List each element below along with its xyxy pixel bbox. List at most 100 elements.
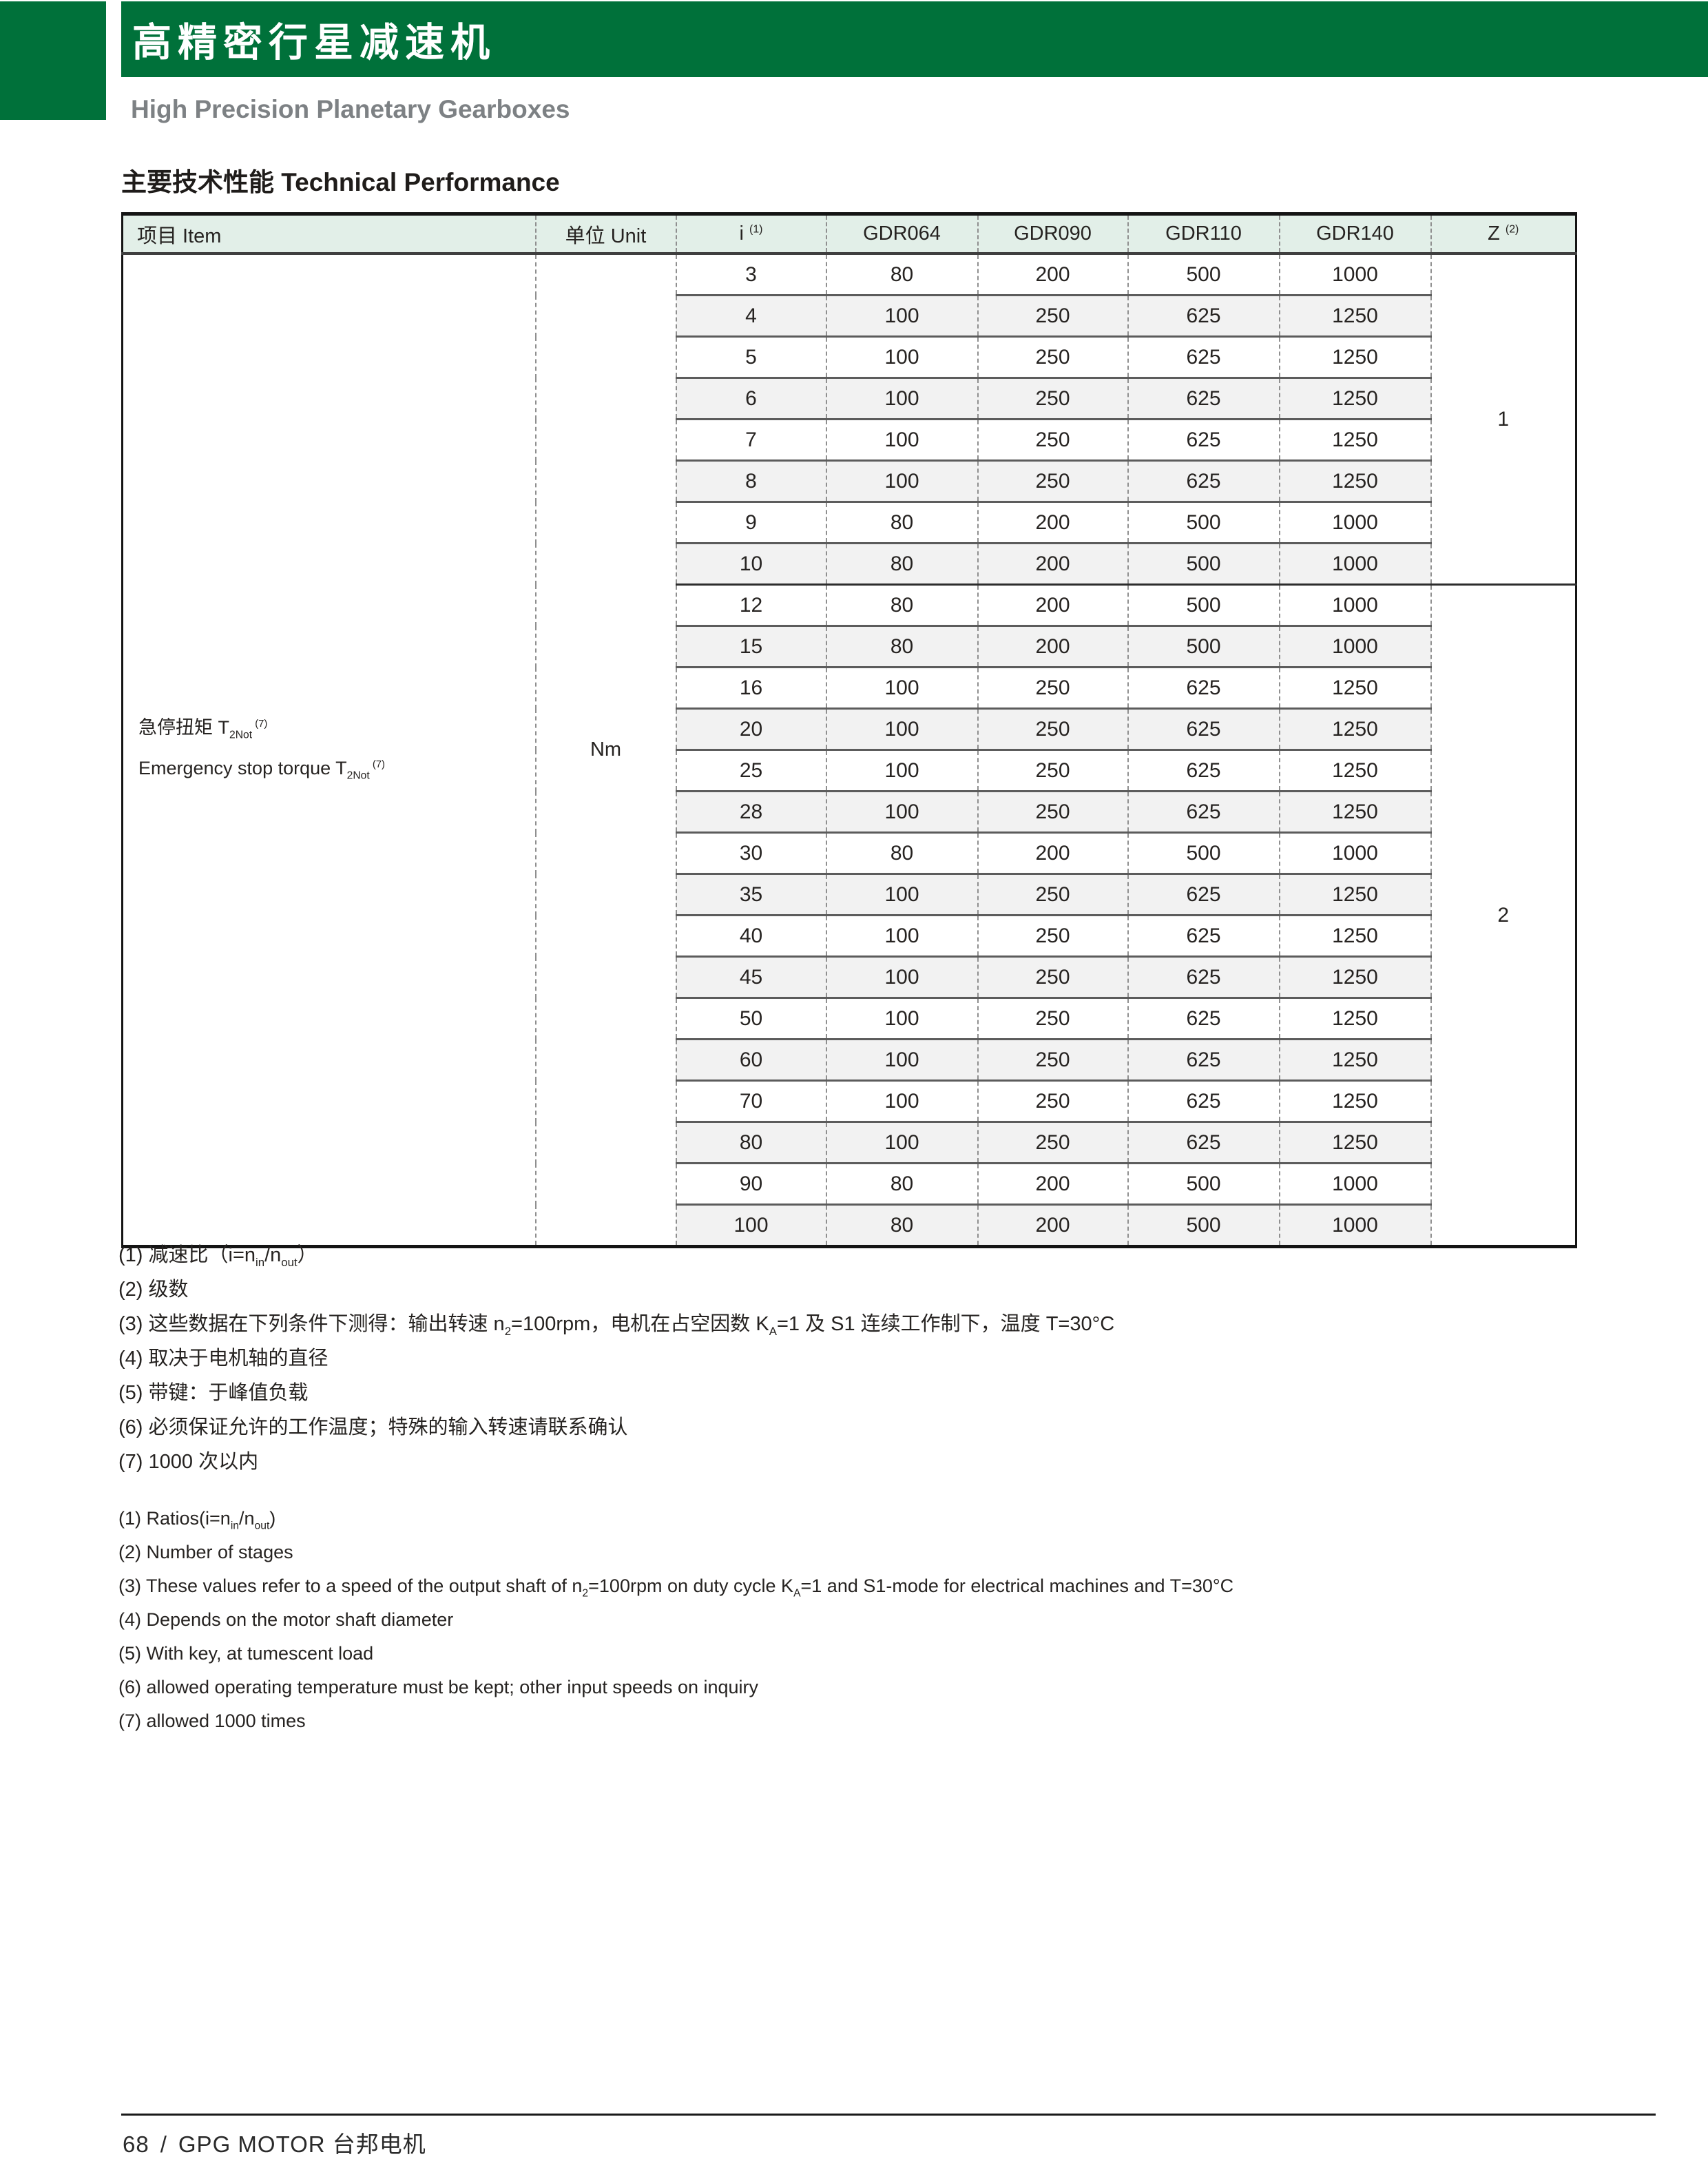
- ratio-cell: 30: [675, 832, 826, 875]
- torque-value-cell: 1000: [1278, 543, 1431, 586]
- table-row-i-40: 40 100 250 625 1250: [123, 915, 1576, 958]
- table-row-i-5: 5 100 250 625 1250: [123, 336, 1576, 379]
- table-row-i-100: 100 80 200 500 1000: [123, 1204, 1576, 1247]
- torque-value-cell: 100: [825, 667, 978, 710]
- torque-value-cell: 80: [825, 832, 978, 875]
- table-header-row: 项目 Item 单位 Unit i (1) GDR064 GDR090 GDR1…: [122, 214, 1576, 255]
- torque-value-cell: 250: [977, 295, 1128, 338]
- torque-value-cell: 250: [977, 1080, 1128, 1123]
- table-row-i-3: 急停扭矩 T2Not (7) Emergency stop torque T2No…: [122, 254, 1576, 1247]
- torque-value-cell: 1000: [1278, 1204, 1431, 1247]
- torque-value-cell: 200: [977, 584, 1128, 627]
- torque-value-cell: 1000: [1278, 1163, 1431, 1206]
- table-row-i-16: 16 100 250 625 1250: [123, 667, 1576, 710]
- torque-value-cell: 250: [977, 708, 1128, 751]
- torque-value-cell: 500: [1127, 1163, 1280, 1206]
- ratio-cell: 16: [675, 667, 826, 710]
- table-row-i-9: 9 80 200 500 1000: [123, 502, 1576, 544]
- col-header-gdr090: GDR090: [977, 214, 1128, 255]
- torque-value-cell: 625: [1127, 295, 1280, 338]
- torque-value-cell: 1250: [1278, 1122, 1431, 1164]
- ratio-cell: 35: [675, 874, 826, 916]
- footnotes-chinese: (1) 减速比（i=nin/nout） (2) 级数 (3) 这些数据在下列条件下测…: [118, 1238, 1114, 1479]
- torque-value-cell: 1250: [1278, 915, 1431, 958]
- ratio-cell: 3: [675, 254, 826, 296]
- torque-value-cell: 100: [825, 791, 978, 834]
- page-title: 高精密行星减速机: [132, 21, 496, 65]
- table-row-i-60: 60 100 250 625 1250: [123, 1039, 1576, 1082]
- torque-value-cell: 200: [977, 254, 1128, 296]
- header-accent-block: [0, 1, 106, 120]
- footnotes-english: (1) Ratios(i=nin/nout) (2) Number of stag…: [118, 1502, 1233, 1738]
- torque-value-cell: 1250: [1278, 1080, 1431, 1123]
- torque-value-cell: 500: [1127, 626, 1280, 668]
- col-header-ratio: i (1): [675, 214, 826, 255]
- torque-value-cell: 500: [1127, 254, 1280, 296]
- item-cell-line: Emergency stop torque T2Not (7): [138, 757, 385, 781]
- torque-value-cell: 100: [825, 708, 978, 751]
- ratio-cell: 12: [675, 584, 826, 627]
- footnote-line: (4) 取决于电机轴的直径: [118, 1347, 329, 1370]
- table-row-i-15: 15 80 200 500 1000: [123, 626, 1576, 668]
- torque-value-cell: 100: [825, 336, 978, 379]
- ratio-cell: 80: [675, 1122, 826, 1164]
- torque-value-cell: 625: [1127, 1039, 1280, 1082]
- torque-value-cell: 200: [977, 626, 1128, 668]
- torque-value-cell: 625: [1127, 998, 1280, 1040]
- torque-value-cell: 200: [977, 1204, 1128, 1247]
- torque-value-cell: 100: [825, 419, 978, 462]
- ratio-cell: 4: [675, 295, 826, 338]
- torque-value-cell: 500: [1127, 584, 1280, 627]
- torque-value-cell: 100: [825, 1080, 978, 1123]
- torque-value-cell: 100: [825, 998, 978, 1040]
- torque-value-cell: 1250: [1278, 419, 1431, 462]
- footnote-line: (7) allowed 1000 times: [118, 1711, 306, 1731]
- torque-value-cell: 1000: [1278, 254, 1431, 296]
- torque-value-cell: 100: [825, 378, 978, 420]
- torque-value-cell: 1250: [1278, 295, 1431, 338]
- ratio-cell: 40: [675, 915, 826, 958]
- table-row-i-8: 8 100 250 625 1250: [123, 460, 1576, 503]
- torque-value-cell: 100: [825, 295, 978, 338]
- table-row-i-6: 6 100 250 625 1250: [123, 378, 1576, 420]
- ratio-cell: 25: [675, 750, 826, 792]
- torque-value-cell: 625: [1127, 750, 1280, 792]
- torque-value-cell: 1000: [1278, 832, 1431, 875]
- torque-value-cell: 1250: [1278, 1039, 1431, 1082]
- ratio-cell: 5: [675, 336, 826, 379]
- col-header-gdr064: GDR064: [825, 214, 978, 255]
- torque-value-cell: 625: [1127, 419, 1280, 462]
- table-row-i-70: 70 100 250 625 1250: [123, 1080, 1576, 1123]
- ratio-header-label: i: [739, 223, 744, 245]
- ratio-header-superscript: (1): [749, 223, 763, 236]
- torque-value-cell: 250: [977, 874, 1128, 916]
- footnote-line: (4) Depends on the motor shaft diameter: [118, 1609, 454, 1630]
- stages-header-superscript: (2): [1505, 223, 1519, 236]
- torque-value-cell: 100: [825, 874, 978, 916]
- torque-value-cell: 625: [1127, 1122, 1280, 1164]
- table-row-i-35: 35 100 250 625 1250: [123, 874, 1576, 916]
- table-row-i-12: 12 80 200 500 1000 2: [123, 584, 1576, 1247]
- torque-value-cell: 100: [825, 1122, 978, 1164]
- torque-value-cell: 500: [1127, 1204, 1280, 1247]
- footnote-line: (1) Ratios(i=nin/nout): [118, 1508, 276, 1532]
- torque-value-cell: 625: [1127, 667, 1280, 710]
- torque-value-cell: 80: [825, 502, 978, 544]
- ratio-cell: 9: [675, 502, 826, 544]
- torque-value-cell: 250: [977, 460, 1128, 503]
- table-row-i-45: 45 100 250 625 1250: [123, 956, 1576, 999]
- footnote-line: (5) 带键：于峰值负载: [118, 1382, 309, 1404]
- footnote-line: (1) 减速比（i=nin/nout）: [118, 1244, 317, 1269]
- ratio-cell: 28: [675, 791, 826, 834]
- torque-value-cell: 200: [977, 832, 1128, 875]
- col-header-gdr140: GDR140: [1278, 214, 1431, 255]
- table-row-i-28: 28 100 250 625 1250: [123, 791, 1576, 834]
- page-subtitle: High Precision Planetary Gearboxes: [131, 95, 570, 123]
- torque-value-cell: 200: [977, 543, 1128, 586]
- torque-value-cell: 625: [1127, 460, 1280, 503]
- torque-value-cell: 625: [1127, 378, 1280, 420]
- footnote-line: (3) These values refer to a speed of the…: [118, 1576, 1234, 1600]
- section-title: 主要技术性能 Technical Performance: [121, 168, 560, 196]
- torque-value-cell: 625: [1127, 336, 1280, 379]
